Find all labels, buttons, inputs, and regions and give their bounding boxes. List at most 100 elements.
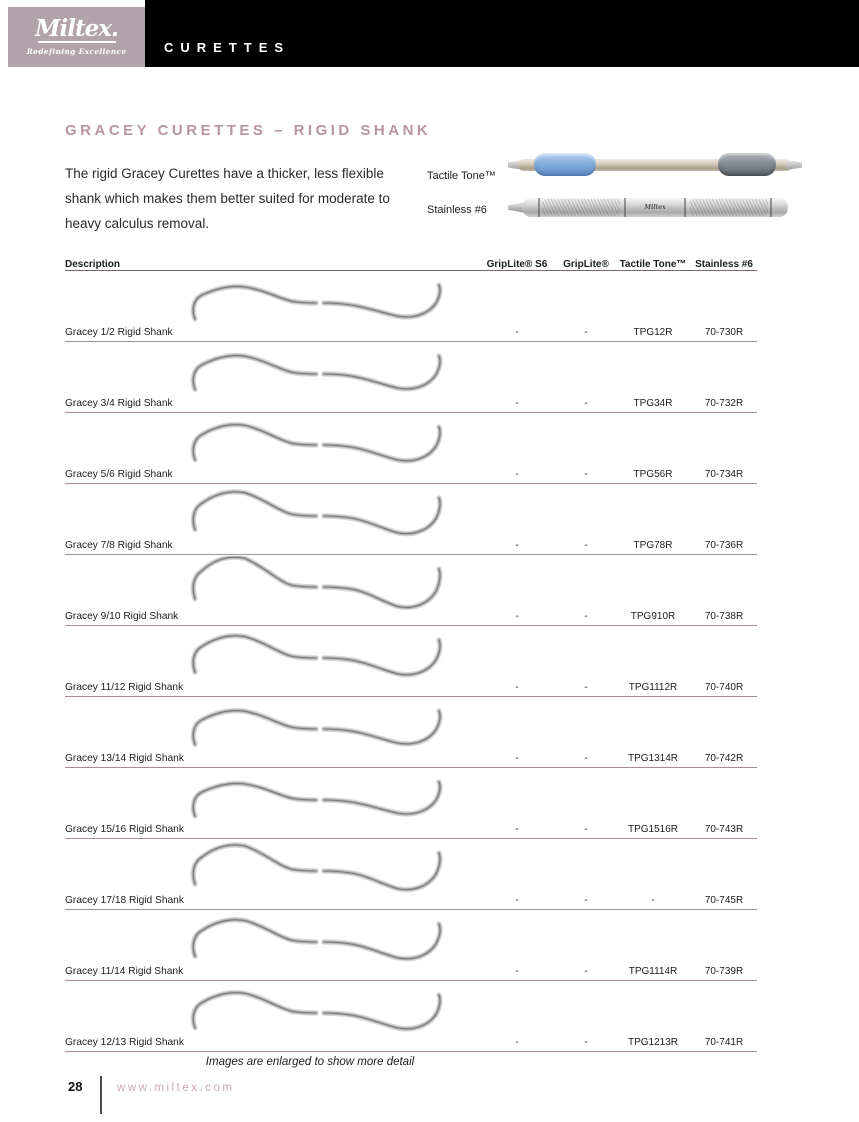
- table-header: Description GripLite® S6 GripLite® Tacti…: [65, 256, 757, 271]
- table-row: Gracey 13/14 Rigid Shank - - TPG1314R 70…: [65, 697, 757, 768]
- row-values: Gracey 17/18 Rigid Shank - - - 70-745R: [65, 895, 757, 906]
- tactile-tone-catalog-number: -: [651, 895, 655, 906]
- row-values: Gracey 13/14 Rigid Shank - - TPG1314R 70…: [65, 753, 757, 764]
- curette-photo: [185, 414, 455, 468]
- stainless-catalog-number: 70-745R: [704, 895, 744, 906]
- curette-illustration: [190, 282, 443, 322]
- griplite-value: -: [584, 682, 588, 693]
- product-description: Gracey 11/14 Rigid Shank: [65, 966, 184, 977]
- stainless-catalog-number: 70-743R: [704, 824, 744, 835]
- product-description: Gracey 15/16 Rigid Shank: [65, 824, 184, 835]
- griplite-value: -: [584, 824, 588, 835]
- footer-divider: [100, 1076, 102, 1114]
- brand-underline: [37, 41, 116, 43]
- table-row: Gracey 11/14 Rigid Shank - - TPG1114R 70…: [65, 910, 757, 981]
- table-row: Gracey 9/10 Rigid Shank - - TPG910R 70-7…: [65, 555, 757, 626]
- curette-photo: [185, 343, 455, 397]
- column-header-stainless: Stainless #6: [695, 259, 753, 270]
- griplite-s6-value: -: [515, 611, 519, 622]
- stainless-catalog-number: 70-736R: [704, 540, 744, 551]
- griplite-s6-value: -: [515, 327, 519, 338]
- griplite-s6-value: -: [515, 398, 519, 409]
- table-row: Gracey 17/18 Rigid Shank - - - 70-745R: [65, 839, 757, 910]
- stainless-catalog-number: 70-742R: [704, 753, 744, 764]
- handle-tip: [508, 160, 524, 170]
- header-bar: CURETTES: [145, 0, 859, 67]
- tactile-tone-catalog-number: TPG910R: [630, 611, 676, 622]
- curette-photo: [185, 556, 455, 610]
- curette-illustration: [190, 917, 443, 962]
- griplite-value: -: [584, 753, 588, 764]
- curette-illustration: [190, 990, 443, 1032]
- handle-tip: [508, 202, 526, 213]
- handle-body: [522, 198, 788, 217]
- handle-tip: [786, 160, 802, 170]
- column-header-tactile-tone: Tactile Tone™: [619, 259, 687, 270]
- tactile-tone-catalog-number: TPG1112R: [628, 682, 678, 693]
- row-values: Gracey 5/6 Rigid Shank - - TPG56R 70-734…: [65, 469, 757, 480]
- tactile-tone-label: Tactile Tone™: [427, 170, 496, 182]
- table-row: Gracey 7/8 Rigid Shank - - TPG78R 70-736…: [65, 484, 757, 555]
- handle-ring: [624, 198, 626, 217]
- curette-illustration: [190, 422, 443, 464]
- product-description: Gracey 3/4 Rigid Shank: [65, 398, 173, 409]
- handle-logo-mark: Miltex: [644, 204, 666, 211]
- handle-ring: [684, 198, 686, 217]
- row-values: Gracey 15/16 Rigid Shank - - TPG1516R 70…: [65, 824, 757, 835]
- griplite-value: -: [584, 327, 588, 338]
- curette-photo: [185, 982, 455, 1036]
- tactile-tone-catalog-number: TPG34R: [633, 398, 673, 409]
- table-row: Gracey 5/6 Rigid Shank - - TPG56R 70-734…: [65, 413, 757, 484]
- stainless-catalog-number: 70-741R: [704, 1037, 744, 1048]
- griplite-value: -: [584, 611, 588, 622]
- section-title: CURETTES: [164, 40, 291, 55]
- product-table: Description GripLite® S6 GripLite® Tacti…: [65, 256, 757, 1052]
- column-header-griplite: GripLite®: [563, 259, 609, 270]
- product-description: Gracey 17/18 Rigid Shank: [65, 895, 184, 906]
- tactile-tone-catalog-number: TPG1213R: [627, 1037, 679, 1048]
- website-link[interactable]: www.miltex.com: [117, 1082, 235, 1094]
- curette-photo: [185, 911, 455, 965]
- row-values: Gracey 11/14 Rigid Shank - - TPG1114R 70…: [65, 966, 757, 977]
- griplite-value: -: [584, 469, 588, 480]
- gray-grip: [718, 153, 776, 176]
- row-values: Gracey 12/13 Rigid Shank - - TPG1213R 70…: [65, 1037, 757, 1048]
- enlarged-note: Images are enlarged to show more detail: [205, 1056, 415, 1068]
- tactile-tone-catalog-number: TPG1314R: [627, 753, 679, 764]
- intro-paragraph: The rigid Gracey Curettes have a thicker…: [65, 166, 390, 231]
- stainless-label: Stainless #6: [427, 204, 487, 216]
- curette-photo: [185, 627, 455, 681]
- product-description: Gracey 9/10 Rigid Shank: [65, 611, 179, 622]
- curette-illustration: [190, 779, 443, 819]
- table-row: Gracey 12/13 Rigid Shank - - TPG1213R 70…: [65, 981, 757, 1052]
- column-header-griplite-s6: GripLite® S6: [486, 259, 548, 270]
- stainless-catalog-number: 70-738R: [704, 611, 744, 622]
- griplite-s6-value: -: [515, 469, 519, 480]
- page-title: GRACEY CURETTES – RIGID SHANK: [65, 122, 432, 139]
- griplite-value: -: [584, 966, 588, 977]
- stainless-catalog-number: 70-740R: [704, 682, 744, 693]
- curette-photo: [185, 272, 455, 326]
- stainless-handle-photo: Miltex: [508, 193, 802, 223]
- knurled-grip: [542, 199, 620, 216]
- row-values: Gracey 7/8 Rigid Shank - - TPG78R 70-736…: [65, 540, 757, 551]
- curette-illustration: [190, 352, 443, 393]
- brand-tagline: Redefining Excellence: [26, 46, 127, 56]
- handle-ring: [538, 198, 540, 217]
- table-row: Gracey 15/16 Rigid Shank - - TPG1516R 70…: [65, 768, 757, 839]
- curette-illustration: [190, 707, 443, 748]
- griplite-value: -: [584, 895, 588, 906]
- griplite-s6-value: -: [515, 753, 519, 764]
- table-row: Gracey 3/4 Rigid Shank - - TPG34R 70-732…: [65, 342, 757, 413]
- curette-photo: [185, 840, 455, 894]
- row-values: Gracey 11/12 Rigid Shank - - TPG1112R 70…: [65, 682, 757, 693]
- brand-name: Miltex.: [35, 15, 119, 43]
- curette-photo: [185, 769, 455, 823]
- griplite-value: -: [584, 1037, 588, 1048]
- curette-photo: [185, 698, 455, 752]
- row-values: Gracey 1/2 Rigid Shank - - TPG12R 70-730…: [65, 327, 757, 338]
- tactile-tone-catalog-number: TPG56R: [633, 469, 673, 480]
- griplite-s6-value: -: [515, 1037, 519, 1048]
- product-description: Gracey 12/13 Rigid Shank: [65, 1037, 184, 1048]
- table-body: Gracey 1/2 Rigid Shank - - TPG12R 70-730…: [65, 271, 757, 1052]
